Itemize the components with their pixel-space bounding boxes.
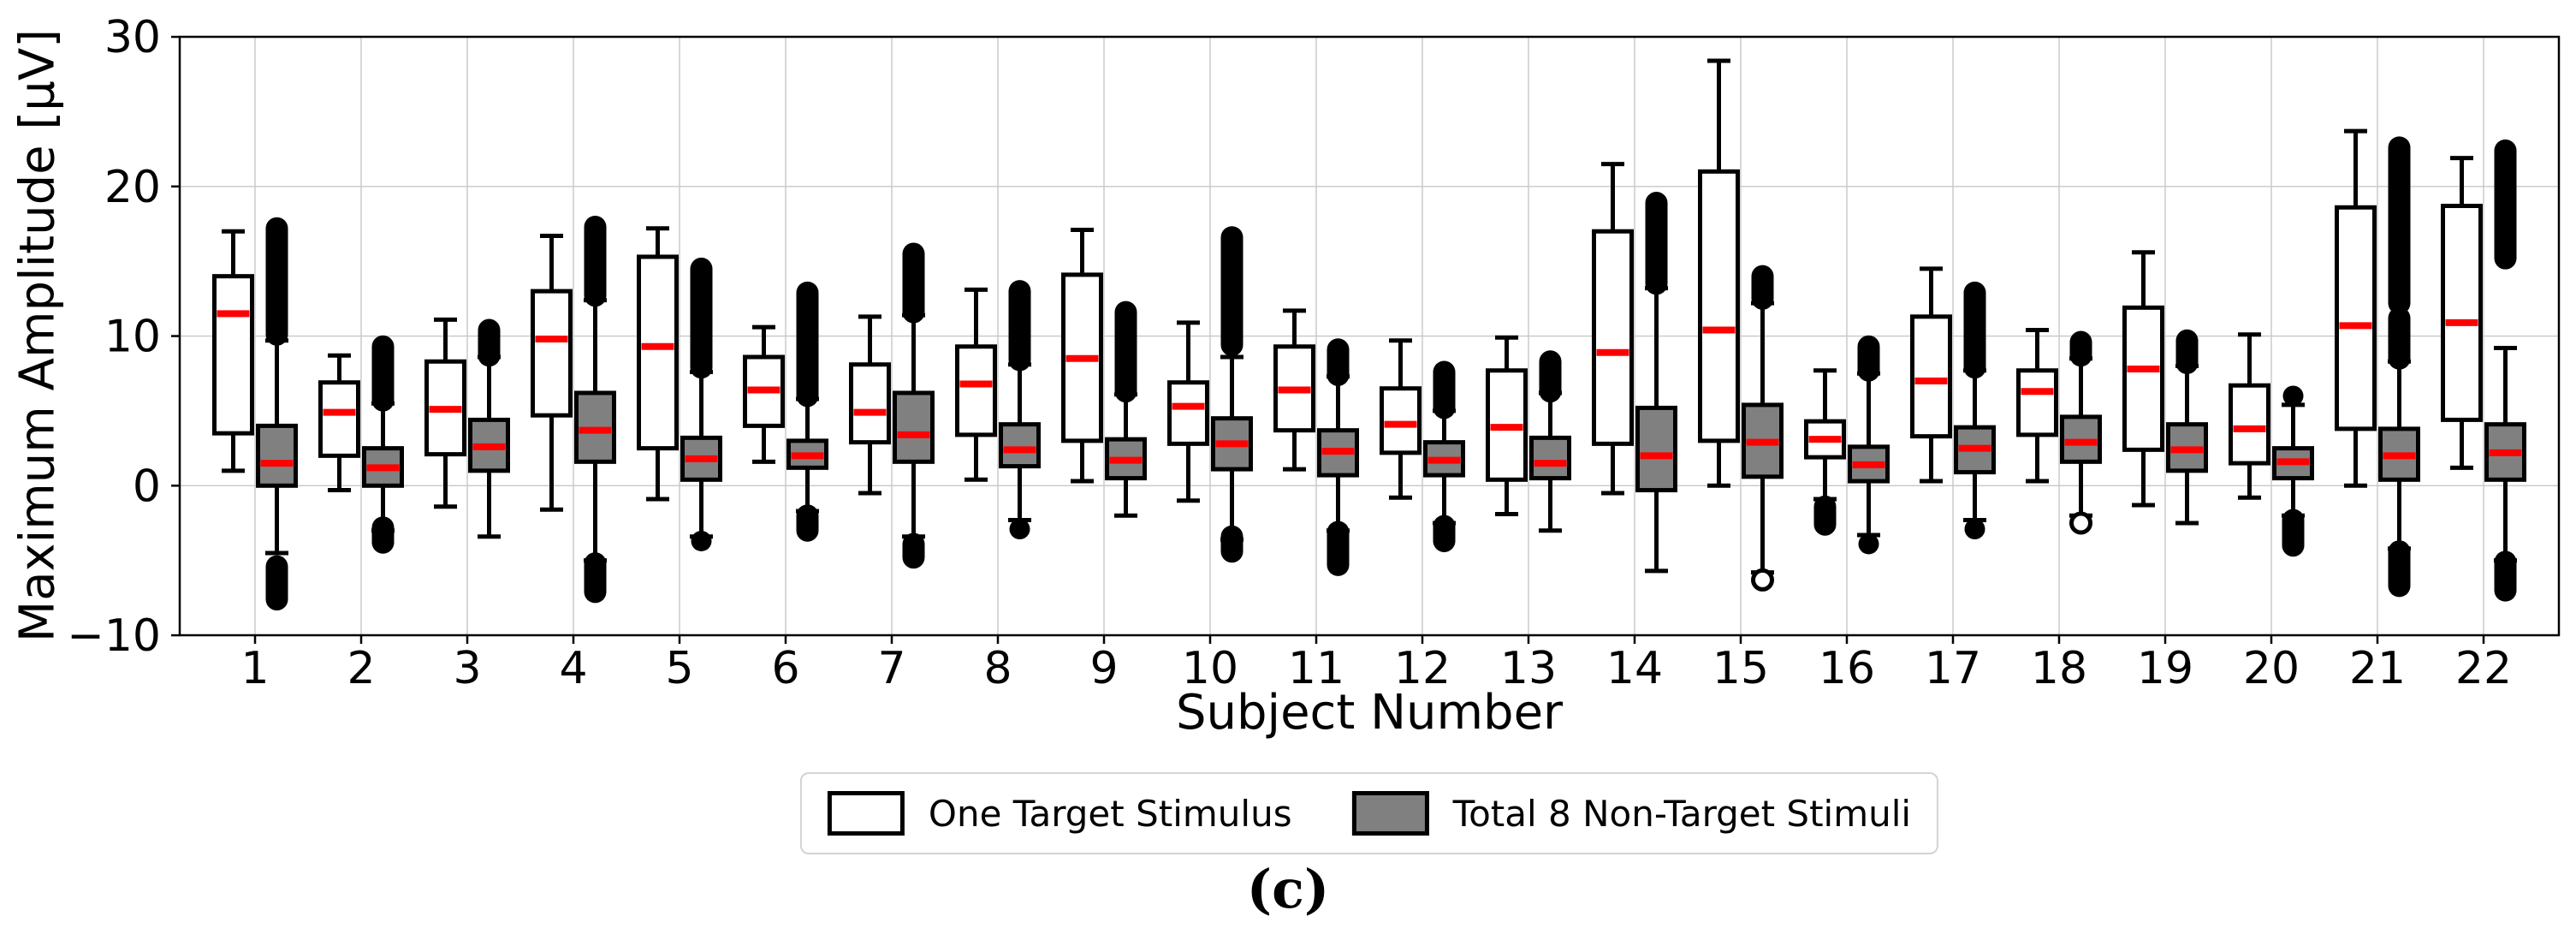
box-subject-20-target <box>2229 332 2270 500</box>
x-tick-label: 19 <box>2137 643 2193 694</box>
box-subject-2-target <box>318 353 360 493</box>
y-tick-label: 0 <box>133 461 161 512</box>
x-tick-label: 18 <box>2031 643 2087 694</box>
x-tick-label: 3 <box>453 643 481 694</box>
x-tick-label: 11 <box>1288 643 1344 694</box>
box-subject-1-target <box>212 229 254 473</box>
y-tick-label: 20 <box>104 162 161 213</box>
box-subject-21-nontarget <box>2378 136 2420 598</box>
x-tick-label: 8 <box>983 643 1012 694</box>
x-axis-title: Subject Number <box>1175 685 1564 741</box>
box-subject-22-nontarget <box>2484 139 2526 602</box>
subfigure-caption: (c) <box>1246 858 1330 920</box>
x-tick-label: 2 <box>347 643 375 694</box>
x-tick-label: 6 <box>771 643 799 694</box>
box-subject-17-target <box>1910 266 1952 484</box>
box-subject-8-nontarget <box>999 280 1041 539</box>
box-subject-10-target <box>1167 320 1209 503</box>
box-subject-16-target <box>1804 368 1846 536</box>
box-subject-11-target <box>1273 308 1315 472</box>
x-tick-label: 7 <box>877 643 905 694</box>
legend-item-nontarget: Total 8 Non-Target Stimuli <box>1351 791 1912 836</box>
box-subject-6-target <box>743 324 785 464</box>
box-subject-1-nontarget <box>256 217 298 611</box>
box-subject-2-nontarget <box>362 335 404 554</box>
box-subject-7-target <box>849 314 891 496</box>
x-tick-label: 9 <box>1089 643 1118 694</box>
box-subject-8-target <box>955 287 997 482</box>
gridlines <box>180 37 2559 635</box>
y-tick-label: −10 <box>67 610 161 662</box>
legend-swatch-target-white <box>827 791 905 836</box>
x-tick-label: 5 <box>665 643 693 694</box>
box-subject-12-nontarget <box>1423 360 1465 552</box>
box-subject-4-target <box>531 233 573 512</box>
box-subject-18-target <box>2016 328 2058 484</box>
box-subject-10-nontarget <box>1211 226 1253 563</box>
legend-label-nontarget: Total 8 Non-Target Stimuli <box>1452 792 1912 835</box>
box-subject-16-nontarget <box>1848 335 1890 555</box>
box-subject-15-nontarget <box>1742 265 1784 592</box>
box-subject-5-target <box>637 226 679 502</box>
box-subject-20-nontarget <box>2272 385 2314 557</box>
y-axis-title: Maximum Amplitude [μV] <box>9 28 66 643</box>
x-tick-labels: 1 2 3 4 5 6 7 8 9 10 11 12 13 14 15 16 17 18 19 20 21 22 <box>240 643 2512 694</box>
box-subject-13-nontarget <box>1529 350 1571 533</box>
tick-marks <box>171 35 2485 644</box>
x-tick-label: 15 <box>1712 643 1769 694</box>
series-nontarget-gray <box>256 136 2526 611</box>
x-tick-label: 16 <box>1819 643 1875 694</box>
box-subject-14-target <box>1592 162 1634 496</box>
box-subject-5-nontarget <box>680 257 722 551</box>
box-subject-9-target <box>1061 227 1103 484</box>
box-subject-15-target <box>1698 58 1740 488</box>
series-target-white <box>212 58 2483 536</box>
x-tick-label: 17 <box>1925 643 1981 694</box>
box-subject-19-target <box>2122 250 2164 508</box>
x-tick-label: 10 <box>1182 643 1238 694</box>
box-subject-13-target <box>1486 335 1528 517</box>
x-tick-label: 4 <box>559 643 587 694</box>
box-subject-7-nontarget <box>893 242 935 569</box>
x-tick-label: 13 <box>1500 643 1557 694</box>
box-subject-6-nontarget <box>786 281 828 542</box>
legend-swatch-nontarget-gray <box>1351 791 1429 836</box>
legend: One Target Stimulus Total 8 Non-Target S… <box>799 772 1939 854</box>
y-tick-labels: 30 20 10 0 −10 <box>67 12 161 662</box>
x-tick-label: 21 <box>2349 643 2406 694</box>
legend-label-target: One Target Stimulus <box>928 792 1292 835</box>
y-tick-label: 30 <box>104 12 161 63</box>
box-subject-14-nontarget <box>1635 192 1677 574</box>
box-subject-22-target <box>2441 156 2483 470</box>
box-subject-12-target <box>1380 338 1422 500</box>
box-subject-19-nontarget <box>2166 329 2208 526</box>
x-tick-label: 12 <box>1394 643 1451 694</box>
x-tick-label: 14 <box>1606 643 1663 694</box>
x-tick-label: 1 <box>240 643 269 694</box>
box-subject-3-target <box>424 317 466 509</box>
box-subject-3-nontarget <box>468 318 510 539</box>
y-tick-label: 10 <box>104 312 161 363</box>
box-subject-17-nontarget <box>1954 281 1996 539</box>
legend-item-target: One Target Stimulus <box>827 791 1292 836</box>
box-subject-4-nontarget <box>574 215 616 604</box>
box-subject-11-nontarget <box>1317 338 1359 576</box>
x-tick-label: 22 <box>2455 643 2512 694</box>
box-subject-21-target <box>2335 128 2377 488</box>
box-subject-18-nontarget <box>2060 330 2102 535</box>
x-tick-label: 20 <box>2243 643 2300 694</box>
box-subject-9-nontarget <box>1105 300 1147 518</box>
